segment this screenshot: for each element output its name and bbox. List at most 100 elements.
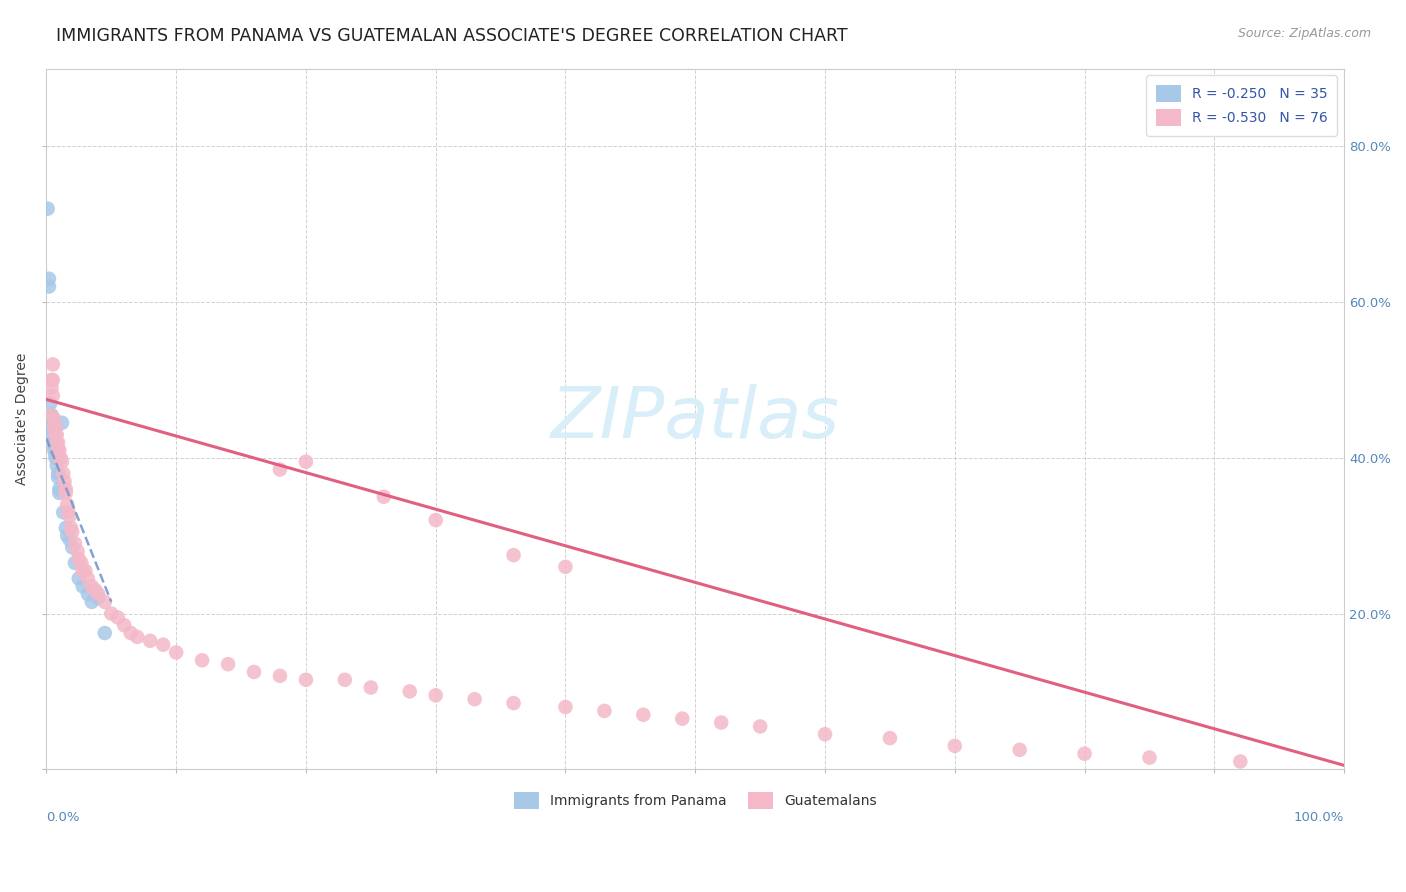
- Point: [39, 396, 62, 410]
- Point: [360, 681, 382, 695]
- Point: [51, 416, 73, 430]
- Point: [80, 595, 103, 609]
- Point: [139, 633, 162, 648]
- Point: [502, 696, 524, 710]
- Point: [48, 482, 70, 496]
- Point: [943, 739, 966, 753]
- Point: [1139, 750, 1161, 764]
- Point: [52, 467, 75, 481]
- Text: Source: ZipAtlas.com: Source: ZipAtlas.com: [1237, 27, 1371, 40]
- Point: [398, 684, 420, 698]
- Point: [63, 556, 86, 570]
- Point: [38, 271, 60, 285]
- Point: [67, 552, 90, 566]
- Point: [49, 450, 72, 465]
- Point: [120, 626, 142, 640]
- Point: [48, 486, 70, 500]
- Point: [45, 458, 67, 473]
- Point: [48, 450, 70, 465]
- Point: [269, 669, 291, 683]
- Point: [84, 583, 107, 598]
- Point: [60, 524, 83, 539]
- Point: [46, 470, 69, 484]
- Point: [45, 427, 67, 442]
- Point: [59, 533, 82, 547]
- Point: [44, 435, 66, 450]
- Point: [39, 408, 62, 422]
- Point: [593, 704, 616, 718]
- Point: [42, 424, 65, 438]
- Point: [243, 665, 266, 679]
- Point: [77, 572, 100, 586]
- Point: [41, 412, 63, 426]
- Point: [67, 572, 90, 586]
- Point: [1073, 747, 1095, 761]
- Point: [45, 435, 67, 450]
- Point: [66, 544, 89, 558]
- Point: [373, 490, 395, 504]
- Point: [502, 548, 524, 562]
- Point: [44, 419, 66, 434]
- Point: [70, 556, 93, 570]
- Point: [75, 564, 97, 578]
- Point: [814, 727, 837, 741]
- Point: [42, 419, 65, 434]
- Point: [80, 579, 103, 593]
- Point: [87, 591, 110, 605]
- Point: [63, 536, 86, 550]
- Point: [46, 443, 69, 458]
- Point: [39, 408, 62, 422]
- Point: [94, 595, 117, 609]
- Point: [1008, 743, 1031, 757]
- Point: [42, 416, 65, 430]
- Text: IMMIGRANTS FROM PANAMA VS GUATEMALAN ASSOCIATE'S DEGREE CORRELATION CHART: IMMIGRANTS FROM PANAMA VS GUATEMALAN ASS…: [56, 27, 848, 45]
- Point: [191, 653, 214, 667]
- Point: [41, 408, 63, 422]
- Point: [127, 630, 149, 644]
- Point: [633, 707, 655, 722]
- Point: [44, 427, 66, 442]
- Point: [44, 447, 66, 461]
- Point: [749, 719, 772, 733]
- Point: [46, 467, 69, 481]
- Point: [152, 638, 174, 652]
- Point: [37, 202, 59, 216]
- Point: [42, 388, 65, 402]
- Legend: Immigrants from Panama, Guatemalans: Immigrants from Panama, Guatemalans: [509, 787, 882, 815]
- Point: [77, 587, 100, 601]
- Point: [710, 715, 733, 730]
- Point: [41, 373, 63, 387]
- Point: [100, 607, 122, 621]
- Point: [425, 513, 447, 527]
- Point: [58, 505, 80, 519]
- Point: [464, 692, 486, 706]
- Point: [41, 419, 63, 434]
- Point: [42, 358, 65, 372]
- Point: [55, 521, 77, 535]
- Point: [52, 505, 75, 519]
- Text: 100.0%: 100.0%: [1294, 812, 1344, 824]
- Point: [554, 559, 576, 574]
- Point: [42, 427, 65, 442]
- Point: [55, 482, 77, 496]
- Point: [56, 529, 79, 543]
- Point: [333, 673, 356, 687]
- Point: [44, 443, 66, 458]
- Point: [72, 579, 94, 593]
- Point: [87, 587, 110, 601]
- Point: [879, 731, 901, 745]
- Point: [671, 712, 693, 726]
- Point: [59, 509, 82, 524]
- Point: [41, 381, 63, 395]
- Point: [46, 435, 69, 450]
- Point: [44, 439, 66, 453]
- Point: [53, 474, 76, 488]
- Text: ZIPatlas: ZIPatlas: [551, 384, 839, 453]
- Text: 0.0%: 0.0%: [46, 812, 80, 824]
- Point: [55, 486, 77, 500]
- Point: [72, 564, 94, 578]
- Point: [295, 673, 318, 687]
- Point: [1229, 755, 1251, 769]
- Point: [217, 657, 239, 672]
- Point: [94, 626, 117, 640]
